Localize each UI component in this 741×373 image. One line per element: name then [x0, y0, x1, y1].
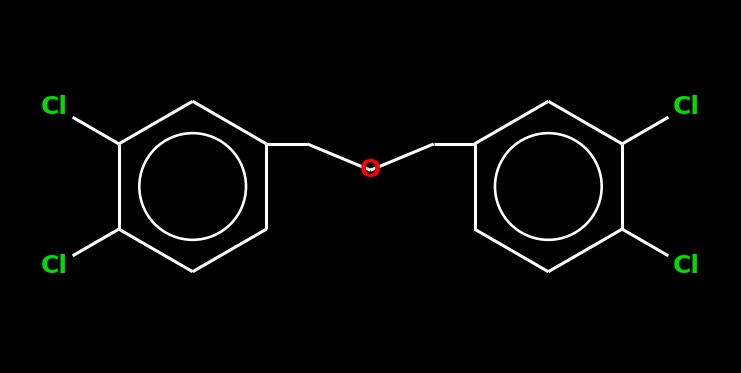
Text: O: O — [360, 158, 381, 182]
Text: Cl: Cl — [673, 95, 700, 119]
Text: Cl: Cl — [41, 254, 68, 278]
Text: Cl: Cl — [41, 95, 68, 119]
Text: Cl: Cl — [673, 254, 700, 278]
